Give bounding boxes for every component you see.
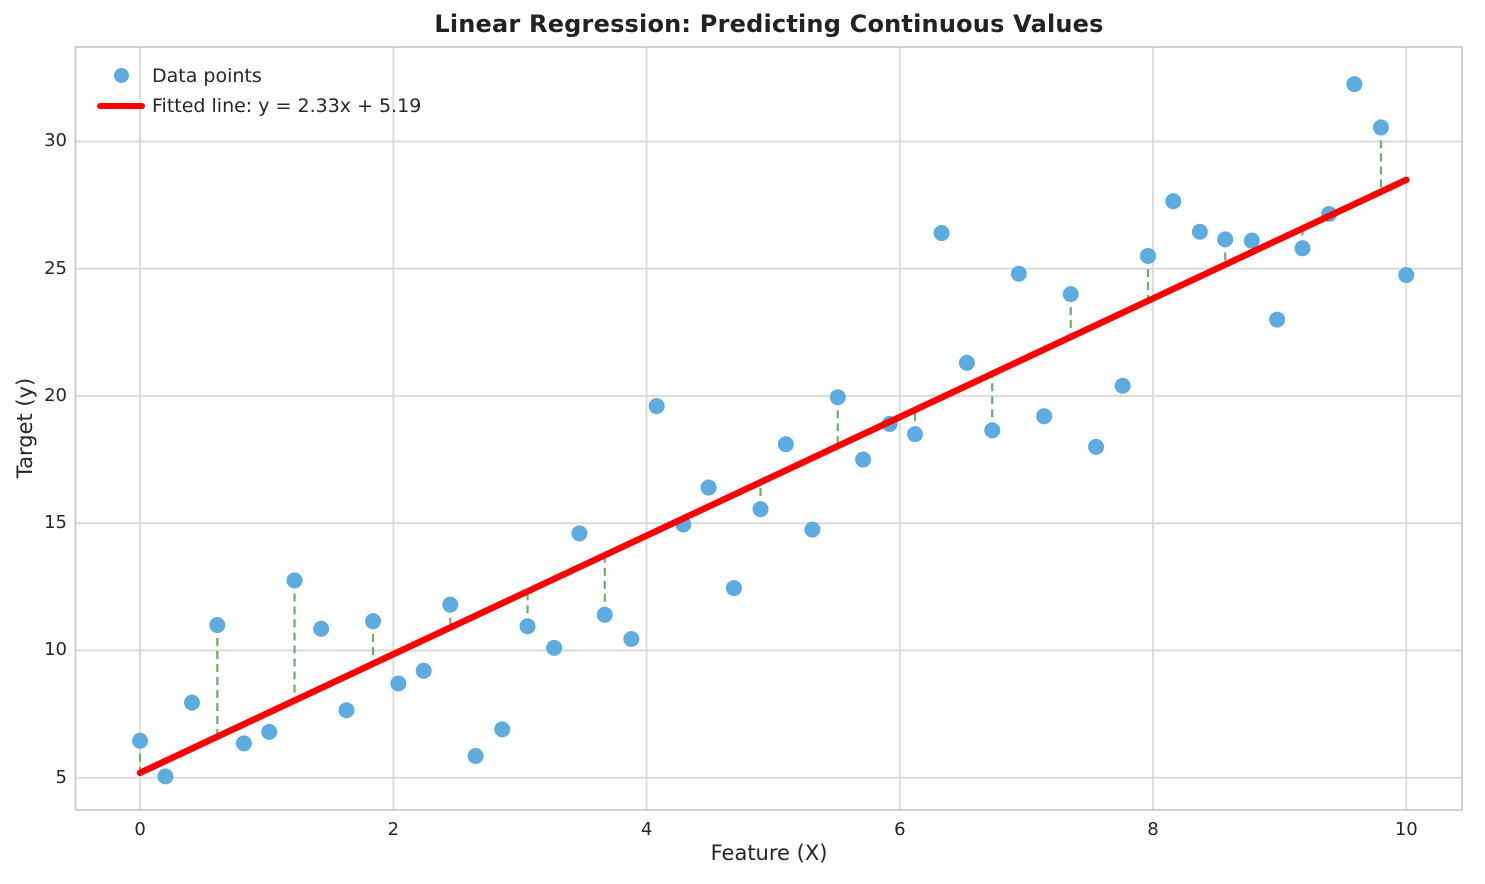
data-point: [390, 675, 407, 692]
data-point: [855, 451, 872, 468]
data-point-marker: [113, 68, 129, 83]
line-marker-icon: [90, 102, 152, 109]
data-point: [183, 694, 200, 711]
data-point: [1346, 76, 1363, 93]
data-point: [1243, 232, 1260, 249]
data-point: [1010, 265, 1027, 282]
data-point: [648, 398, 665, 415]
data-point: [261, 723, 278, 740]
data-point: [313, 620, 330, 637]
data-point: [958, 354, 975, 371]
data-point: [777, 436, 794, 453]
y-tick-label: 15: [44, 512, 67, 534]
data-point: [623, 630, 640, 647]
data-point: [984, 422, 1001, 439]
data-point: [1191, 223, 1208, 240]
data-point: [700, 479, 717, 496]
chart-title: Linear Regression: Predicting Continuous…: [434, 10, 1104, 38]
data-point: [546, 639, 563, 656]
data-point: [725, 580, 742, 597]
data-point: [209, 616, 226, 633]
x-tick-label: 2: [387, 819, 400, 840]
x-tick-label: 4: [640, 819, 653, 840]
data-point: [829, 389, 846, 406]
data-point: [519, 618, 536, 635]
data-point: [235, 735, 252, 752]
axes-spines: [74, 46, 1463, 811]
legend-item-data-points: Data points: [90, 61, 421, 90]
data-point: [1062, 286, 1079, 303]
data-point: [132, 732, 149, 749]
data-point: [442, 596, 459, 613]
y-tick-label: 10: [44, 639, 67, 661]
data-point: [1165, 193, 1182, 210]
y-tick-label: 20: [44, 384, 67, 406]
data-point: [1088, 438, 1105, 455]
data-point: [906, 426, 923, 443]
fitted-line: [136, 176, 1410, 777]
y-tick-label: 25: [44, 257, 67, 279]
legend-label-fitted-line: Fitted line: y = 2.33x + 5.19: [152, 94, 422, 117]
data-point: [1294, 240, 1311, 257]
data-point: [1139, 247, 1156, 264]
data-point: [415, 662, 432, 679]
data-point: [286, 572, 303, 589]
data-point: [1114, 377, 1131, 394]
fitted-line-marker: [97, 102, 145, 109]
y-axis-label: Target (y): [13, 377, 37, 479]
data-point: [365, 613, 382, 630]
data-point: [1269, 311, 1286, 328]
data-point: [157, 768, 174, 785]
y-tick-label: 30: [44, 130, 67, 152]
legend-item-fitted-line: Fitted line: y = 2.33x + 5.19: [90, 91, 421, 120]
x-tick-label: 10: [1394, 819, 1418, 840]
data-point: [494, 721, 511, 738]
data-point: [804, 521, 821, 538]
data-point: [1372, 119, 1389, 136]
data-point: [467, 748, 484, 765]
legend: Data points Fitted line: y = 2.33x + 5.1…: [90, 61, 421, 120]
x-axis-label: Feature (X): [710, 841, 828, 865]
x-tick-label: 8: [1147, 819, 1159, 840]
data-point: [752, 501, 769, 518]
data-point: [933, 225, 950, 242]
y-tick-label: 5: [55, 766, 67, 788]
scatter-marker-icon: [90, 68, 152, 83]
x-tick-label: 0: [134, 819, 146, 840]
legend-label-data-points: Data points: [152, 64, 262, 87]
data-point: [1036, 408, 1053, 425]
data-point: [596, 606, 613, 623]
data-point: [1217, 231, 1234, 248]
x-tick-label: 6: [894, 819, 906, 840]
data-point: [1398, 267, 1415, 284]
data-point: [571, 525, 588, 542]
data-point: [338, 702, 355, 719]
